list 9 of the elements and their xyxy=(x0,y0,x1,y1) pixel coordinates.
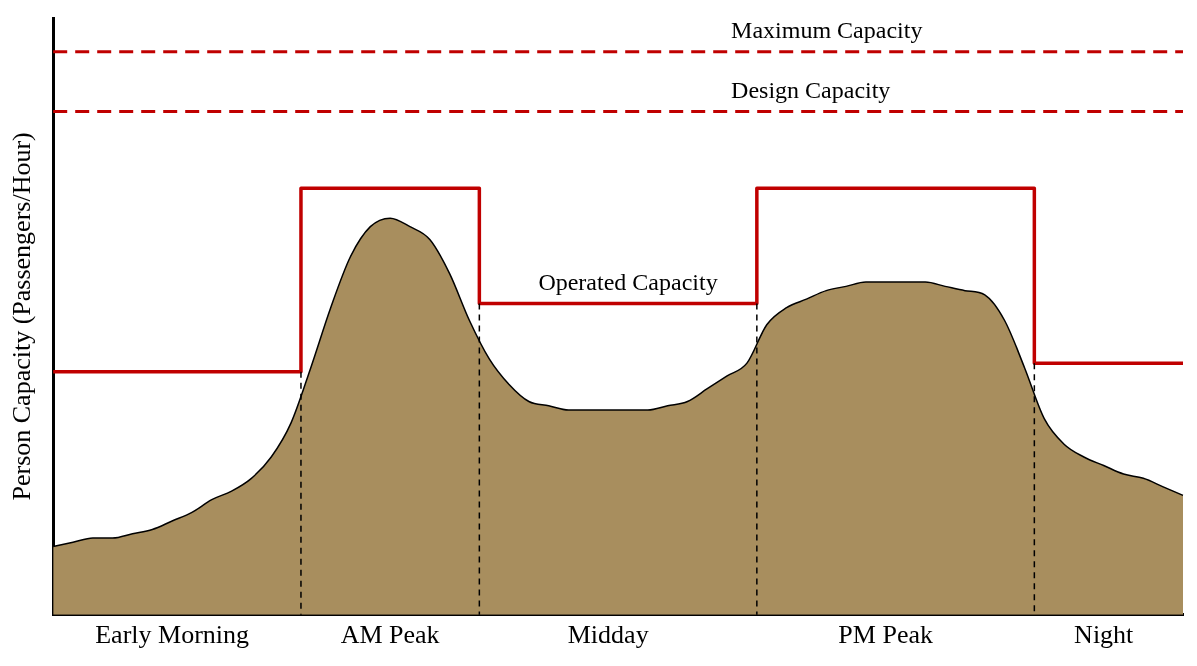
series-label: Operated Capacity xyxy=(538,268,718,295)
x-tick-label: Night xyxy=(1074,620,1135,650)
x-tick-label: Midday xyxy=(567,620,649,650)
x-tick-label: AM Peak xyxy=(340,620,440,650)
x-tick-label: Early Morning xyxy=(95,620,250,650)
ref-line-label: Maximum Capacity xyxy=(731,17,923,44)
x-tick-label: PM Peak xyxy=(838,620,933,650)
ref-line-label: Design Capacity xyxy=(731,76,891,103)
y-axis-title: Person Capacity (Passengers/Hour) xyxy=(7,132,37,501)
